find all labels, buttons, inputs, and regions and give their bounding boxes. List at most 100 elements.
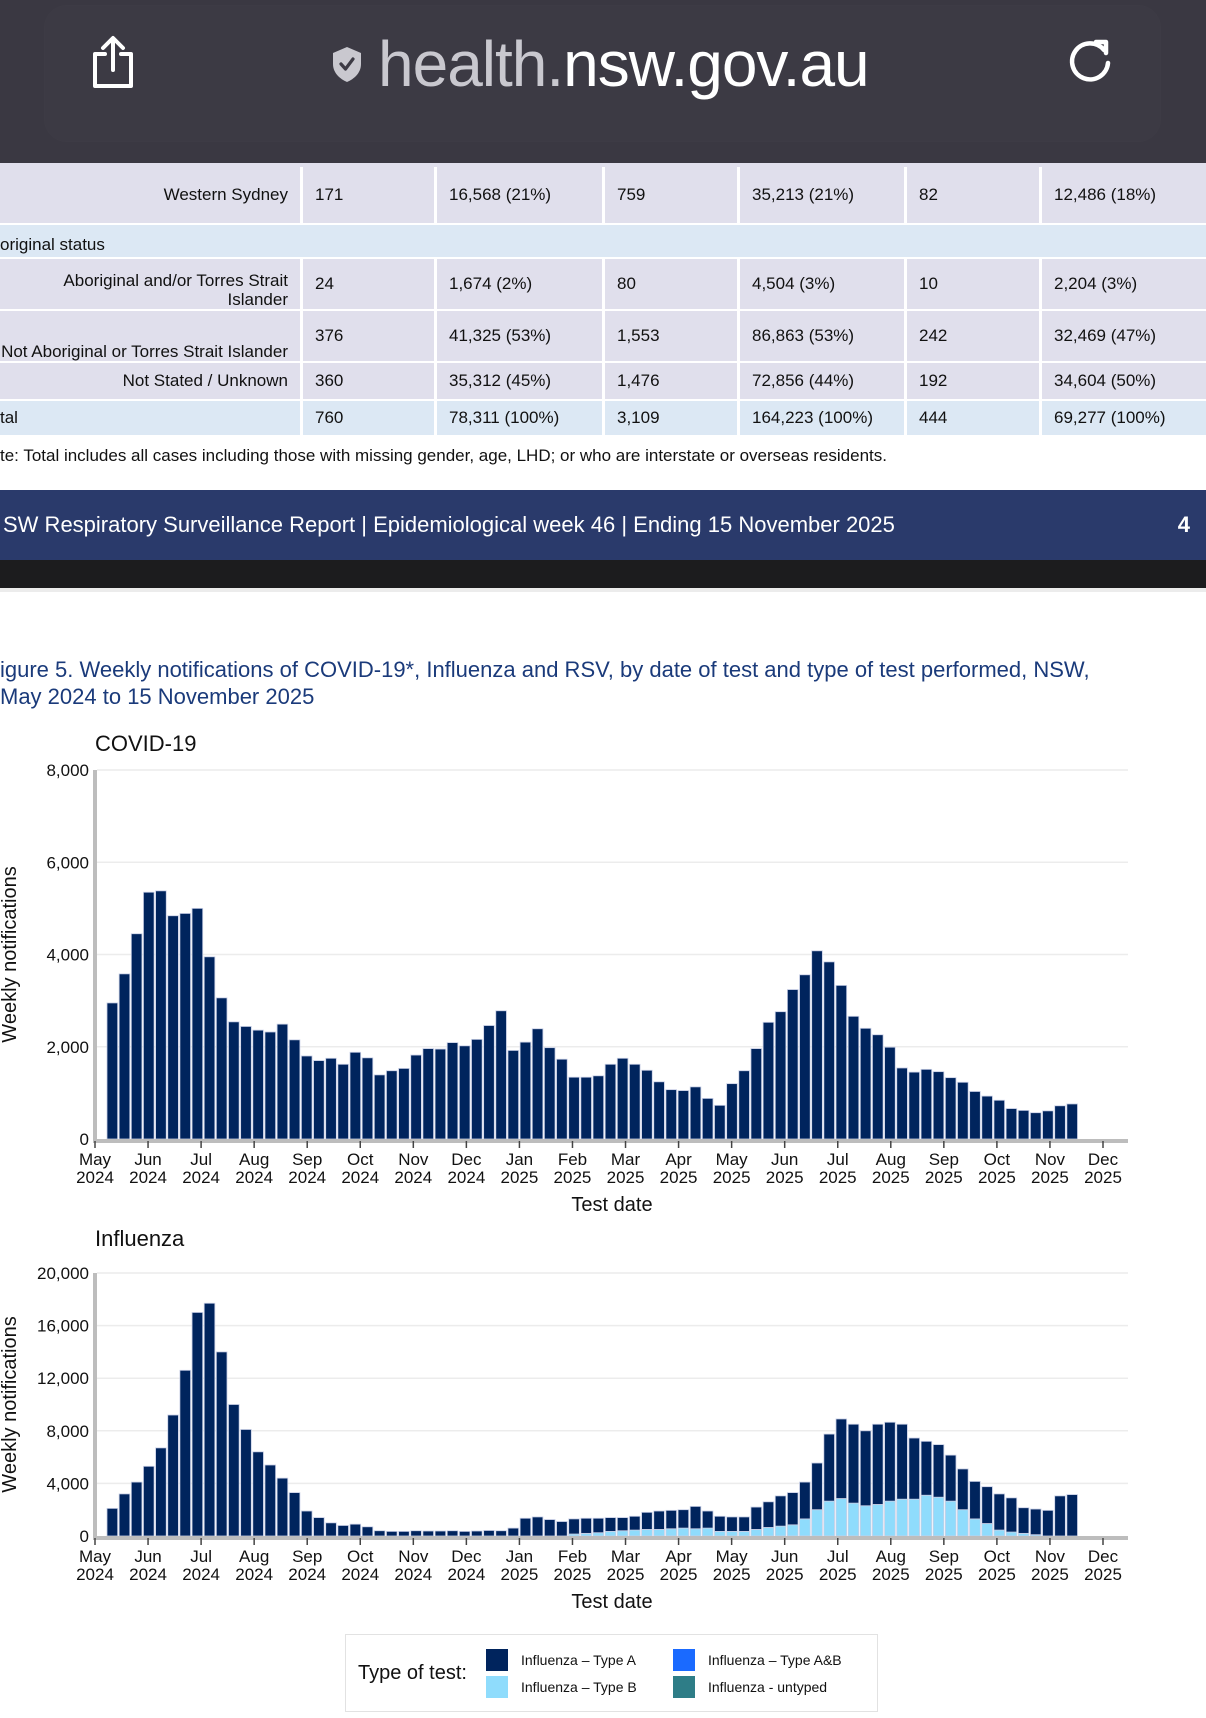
bar [714, 1104, 726, 1140]
bar-type-a [471, 1530, 483, 1537]
bar [276, 1023, 289, 1140]
bar-type-a [677, 1509, 690, 1529]
x-tick-label: 2025 [766, 1168, 804, 1187]
y-tick-label: 4,000 [46, 1474, 89, 1493]
bar-type-a [264, 1464, 277, 1537]
y-tick-label: 20,000 [37, 1264, 89, 1283]
bar-type-a [203, 1302, 216, 1537]
x-tick-label: 2024 [182, 1168, 220, 1187]
x-tick-label: 2025 [501, 1565, 539, 1584]
bar-type-b [847, 1502, 860, 1537]
table-row-label: Western Sydney [0, 167, 300, 223]
table-row: Not Stated / Unknown 360 35,312 (45%) 1,476… [0, 363, 1206, 399]
x-tick-label: 2024 [394, 1168, 432, 1187]
bar-type-a [896, 1423, 908, 1500]
report-footer-title: SW Respiratory Surveillance Report | Epi… [3, 512, 895, 537]
x-tick-label: Oct [347, 1547, 374, 1566]
influenza-legend: Type of test: Influenza – Type A Influenza… [345, 1634, 878, 1712]
bar-type-b [653, 1529, 665, 1537]
table-row: Aboriginal and/or Torres Strait Islander… [0, 259, 1206, 309]
x-tick-label: Sep [929, 1150, 959, 1169]
share-button[interactable] [88, 34, 138, 90]
bar-type-b [677, 1527, 690, 1537]
url-display[interactable]: health.nsw.gov.au [330, 24, 870, 104]
x-tick-label: 2025 [1084, 1168, 1122, 1187]
table-cell: 2,204 (3%) [1042, 259, 1206, 309]
bar-type-a [495, 1530, 507, 1537]
table-cell: 171 [303, 167, 434, 223]
bar [386, 1070, 398, 1140]
bar-type-a [507, 1527, 520, 1537]
bar-type-b [616, 1530, 629, 1537]
x-tick-label: 2024 [235, 1168, 273, 1187]
bar-type-a [689, 1506, 702, 1530]
x-tick-label: 2025 [978, 1168, 1016, 1187]
bar-type-a [641, 1511, 653, 1530]
bar [155, 890, 167, 1140]
x-tick-label: Dec [451, 1547, 482, 1566]
bar [689, 1086, 702, 1140]
bar-type-b [629, 1529, 641, 1537]
bar-type-b [969, 1518, 981, 1537]
y-tick-label: 8,000 [46, 1422, 89, 1441]
bar-type-a [556, 1521, 568, 1537]
bar-type-a [191, 1312, 204, 1537]
table-row-label: tal [0, 401, 300, 435]
bar [167, 915, 179, 1140]
bar-type-a [1017, 1507, 1030, 1534]
table-cell: 78,311 (100%) [437, 401, 602, 435]
bar [1054, 1105, 1066, 1140]
x-tick-label: 2024 [129, 1565, 167, 1584]
bar [750, 1048, 763, 1140]
table-group-label: original status [0, 235, 105, 254]
bar-type-a [155, 1447, 167, 1537]
table-cell: 34,604 (50%) [1042, 363, 1206, 399]
table-cell: 24 [303, 259, 434, 309]
bar-type-b [738, 1530, 750, 1537]
bar-type-a [1066, 1494, 1078, 1537]
x-tick-label: Aug [876, 1547, 906, 1566]
figure-title-line2: May 2024 to 15 November 2025 [0, 684, 315, 709]
table-note: te: Total includes all cases including t… [0, 446, 887, 465]
bar-type-a [458, 1530, 471, 1537]
x-tick-label: Sep [292, 1150, 322, 1169]
bar [191, 907, 204, 1140]
bar-type-a [130, 1481, 143, 1537]
chart-title: COVID-19 [95, 731, 196, 756]
bar-type-a [337, 1525, 349, 1537]
bar-type-a [714, 1515, 726, 1532]
x-tick-label: Jul [190, 1547, 212, 1566]
figure-title: igure 5. Weekly notifications of COVID-1… [0, 656, 1090, 710]
table-cell: 69,277 (100%) [1042, 401, 1206, 435]
bar [701, 1098, 714, 1140]
reload-button[interactable] [1064, 36, 1116, 88]
bar [179, 913, 191, 1140]
table-cell: 32,469 (47%) [1042, 311, 1206, 361]
bar-type-a [434, 1530, 447, 1537]
x-tick-label: 2025 [1031, 1168, 1069, 1187]
x-tick-label: Nov [398, 1547, 429, 1566]
x-tick-label: Sep [929, 1547, 959, 1566]
bar [495, 1010, 507, 1140]
y-tick-label: 0 [80, 1527, 89, 1546]
page-separator [0, 560, 1206, 588]
table-cell: 16,568 (21%) [437, 167, 602, 223]
x-tick-label: Oct [347, 1150, 374, 1169]
url-domain: nsw.gov.au [563, 28, 869, 100]
bar [859, 1027, 872, 1140]
x-tick-label: May [716, 1150, 749, 1169]
x-tick-label: 2025 [713, 1168, 751, 1187]
bar-type-b [1005, 1531, 1018, 1537]
table-cell: 72,856 (44%) [740, 363, 904, 399]
x-tick-label: 2024 [76, 1565, 114, 1584]
legend-swatch [486, 1649, 508, 1671]
table-total-row: tal 760 78,311 (100%) 3,109 164,223 (100%) 44… [0, 401, 1206, 435]
address-bar[interactable] [45, 6, 1160, 141]
table-cell: 360 [303, 363, 434, 399]
legend-label: Influenza – Type A&B [708, 1652, 842, 1668]
bar [981, 1095, 993, 1140]
bar [373, 1074, 386, 1140]
bar-type-a [446, 1530, 459, 1537]
table-cell: 86,863 (53%) [740, 311, 904, 361]
bar [604, 1063, 617, 1140]
